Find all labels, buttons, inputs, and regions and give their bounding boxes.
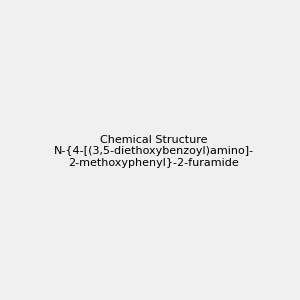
Text: Chemical Structure
N-{4-[(3,5-diethoxybenzoyl)amino]-
2-methoxyphenyl}-2-furamid: Chemical Structure N-{4-[(3,5-diethoxybe… — [54, 135, 254, 168]
